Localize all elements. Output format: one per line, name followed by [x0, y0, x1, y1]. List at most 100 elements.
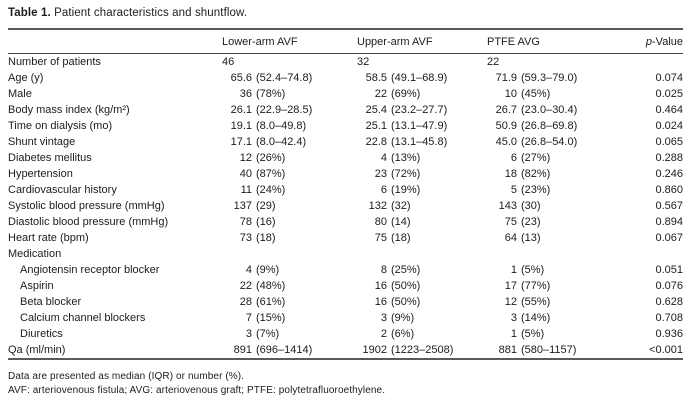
- cell-lower-arm-avf: 4 (9%): [222, 264, 357, 276]
- cell-upper-arm-avf: 3 (9%): [357, 312, 487, 324]
- table-row: Diuretics 3 (7%) 2 (6%) 1 (5%) 0.936: [8, 326, 683, 342]
- cell-range: (5%): [521, 264, 545, 276]
- cell-number: 22.8: [365, 136, 387, 148]
- table-caption: Table 1. Patient characteristics and shu…: [8, 6, 683, 21]
- cell-number: 12: [239, 152, 252, 164]
- cell-number: 22: [374, 88, 387, 100]
- cell-range: (25%): [391, 264, 421, 276]
- cell-number: 18: [504, 168, 517, 180]
- cell-range: (24%): [256, 184, 286, 196]
- cell-range: (23%): [521, 184, 551, 196]
- cell-range: (23): [521, 216, 541, 228]
- cell-range: (13): [521, 232, 541, 244]
- cell-number: 75: [374, 232, 387, 244]
- cell-number: 78: [239, 216, 252, 228]
- cell-number: 3: [245, 328, 252, 340]
- cell-range: (22.9–28.5): [256, 104, 313, 116]
- cell-number: 2: [380, 328, 387, 340]
- cell-range: (50%): [391, 280, 421, 292]
- cell-range: (61%): [256, 296, 286, 308]
- cell-number: 5: [510, 184, 517, 196]
- cell-lower-arm-avf: 7 (15%): [222, 312, 357, 324]
- cell-range: (26%): [256, 152, 286, 164]
- row-label: Aspirin: [20, 280, 54, 292]
- cell-lower-arm-avf: 36 (78%): [222, 88, 357, 100]
- cell-number: 3: [380, 312, 387, 324]
- cell-ptfe-avg: 17 (77%): [487, 280, 607, 292]
- cell-range: (6%): [391, 328, 415, 340]
- cell-number: 7: [245, 312, 252, 324]
- row-label: Body mass index (kg/m²): [8, 104, 130, 116]
- cell-ptfe-avg: 71.9 (59.3–79.0): [487, 72, 607, 84]
- table-row: Angiotensin receptor blocker 4 (9%) 8 (25%) 1…: [8, 262, 683, 278]
- cell-number: 80: [374, 216, 387, 228]
- cell-lower-arm-avf: 73 (18): [222, 232, 357, 244]
- cell-range: (8.0–49.8): [256, 120, 307, 132]
- cell-upper-arm-avf: 6 (19%): [357, 184, 487, 196]
- cell-range: (23.2–27.7): [391, 104, 448, 116]
- cell-range: (87%): [256, 168, 286, 180]
- cell-p-value: 0.065: [655, 136, 683, 148]
- footnote-abbreviations: AVF: arteriovenous fistula; AVG: arterio…: [8, 384, 386, 396]
- table-row: Beta blocker 28 (61%) 16 (50%) 12 (55%) 0.628: [8, 294, 683, 310]
- cell-upper-arm-avf: 16 (50%): [357, 296, 487, 308]
- p-value-rest: -Value: [652, 35, 683, 48]
- cell-upper-arm-avf: 75 (18): [357, 232, 487, 244]
- cell-lower-arm-avf: 28 (61%): [222, 296, 357, 308]
- cell-number: 881: [498, 344, 517, 356]
- cell-range: (32): [391, 200, 411, 212]
- cell-number: 8: [380, 264, 387, 276]
- row-label: Diuretics: [20, 328, 63, 340]
- cell-range: (7%): [256, 328, 280, 340]
- cell-lower-arm-avf: 26.1 (22.9–28.5): [222, 104, 357, 116]
- cell-range: (5%): [521, 328, 545, 340]
- table-row: Aspirin 22 (48%) 16 (50%) 17 (77%) 0.076: [8, 278, 683, 294]
- row-label: Time on dialysis (mo): [8, 120, 113, 132]
- cell-upper-arm-avf: 132 (32): [357, 200, 487, 212]
- cell-range: (55%): [521, 296, 551, 308]
- cell-range: (23.0–30.4): [521, 104, 578, 116]
- cell-range: (69%): [391, 88, 421, 100]
- cell-number: 6: [510, 152, 517, 164]
- cell-p-value: 0.076: [655, 280, 683, 292]
- row-label: Diabetes mellitus: [8, 152, 92, 164]
- cell-p-value: 0.288: [655, 152, 683, 164]
- cell-number: 12: [504, 296, 517, 308]
- cell-lower-arm-avf: 17.1 (8.0–42.4): [222, 136, 357, 148]
- cell-ptfe-avg: 6 (27%): [487, 152, 607, 164]
- cell-number: 4: [245, 264, 252, 276]
- cell-p-value: 0.860: [655, 184, 683, 196]
- cell-lower-arm-avf: 137 (29): [222, 200, 357, 212]
- cell-p-value: 0.567: [655, 200, 683, 212]
- table-row: Time on dialysis (mo) 19.1 (8.0–49.8) 25.1 (…: [8, 118, 683, 134]
- row-label: Heart rate (bpm): [8, 232, 89, 244]
- cell-upper-arm-avf: 22 (69%): [357, 88, 487, 100]
- table-footnotes: Data are presented as median (IQR) or nu…: [8, 370, 683, 397]
- cell-lower-arm-avf: 40 (87%): [222, 168, 357, 180]
- cell-number: 64: [504, 232, 517, 244]
- row-label: Calcium channel blockers: [20, 312, 146, 324]
- cell-lower-arm-avf: 46: [222, 56, 235, 68]
- row-label: Systolic blood pressure (mmHg): [8, 200, 165, 212]
- cell-range: (72%): [391, 168, 421, 180]
- cell-number: 25.1: [365, 120, 387, 132]
- cell-ptfe-avg: 22: [487, 56, 500, 68]
- table-row: Male 36 (78%) 22 (69%) 10 (45%) 0.025: [8, 86, 683, 102]
- cell-range: (15%): [256, 312, 286, 324]
- cell-number: 11: [240, 184, 252, 196]
- table-top-rule: [8, 28, 683, 30]
- cell-range: (14): [391, 216, 411, 228]
- cell-range: (82%): [521, 168, 551, 180]
- row-label: Number of patients: [8, 56, 101, 68]
- cell-range: (8.0–42.4): [256, 136, 307, 148]
- cell-p-value: 0.708: [655, 312, 683, 324]
- table-row: Heart rate (bpm) 73 (18) 75 (18) 64 (13) 0.067: [8, 230, 683, 246]
- cell-number: 75: [504, 216, 517, 228]
- cell-number: 1: [510, 328, 517, 340]
- footnote-data-presentation: Data are presented as median (IQR) or nu…: [8, 371, 245, 382]
- cell-number: 17.1: [230, 136, 252, 148]
- p-value-italic-p: p: [645, 35, 653, 48]
- cell-range: (29): [256, 200, 276, 212]
- row-label: Male: [8, 88, 32, 100]
- cell-range: (27%): [521, 152, 551, 164]
